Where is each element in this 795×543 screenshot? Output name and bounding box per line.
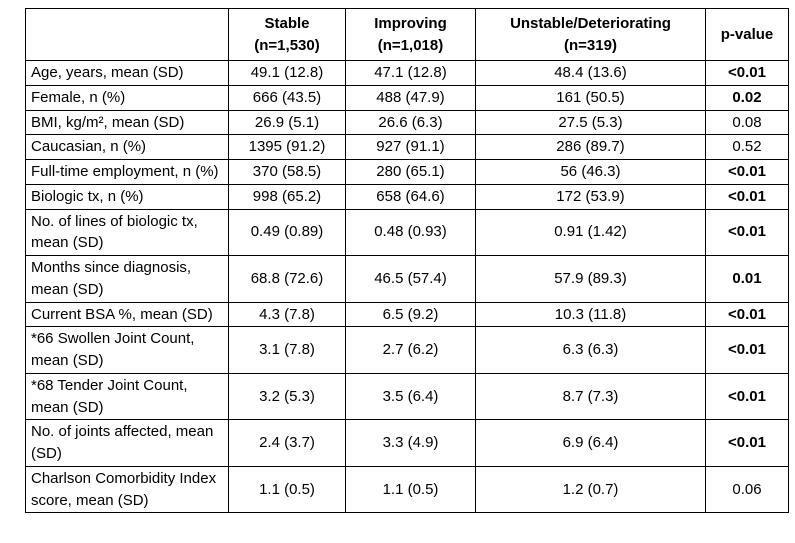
improving-value-cell: 1.1 (0.5): [345, 465, 476, 514]
improving-value-cell: 3.3 (4.9): [345, 419, 476, 467]
p-value-cell: <0.01: [705, 419, 789, 467]
col-header-pvalue: p-value: [705, 8, 789, 61]
table-row: Caucasian, n (%) 1395 (91.2) 927 (91.1) 286…: [25, 134, 789, 160]
improving-value-cell: 280 (65.1): [345, 159, 476, 185]
p-value-cell: 0.52: [705, 134, 789, 160]
table-row: Full-time employment, n (%) 370 (58.5) 280…: [25, 159, 789, 185]
row-label-cell: Female, n (%): [25, 84, 229, 111]
table-row: Age, years, mean (SD) 49.1 (12.8) 47.1 (12…: [25, 60, 789, 86]
p-value-cell: <0.01: [705, 372, 789, 421]
unstable-value-cell: 10.3 (11.8): [475, 301, 706, 328]
row-label-cell: No. of lines of biologic tx, mean (SD): [25, 208, 229, 256]
stable-value-cell: 1.1 (0.5): [228, 465, 346, 514]
stable-value-cell: 4.3 (7.8): [228, 301, 346, 328]
improving-value-cell: 46.5 (57.4): [345, 255, 476, 303]
p-value-cell: <0.01: [705, 208, 789, 256]
table-row: *66 Swollen Joint Count, mean (SD) 3.1 (7…: [25, 326, 789, 374]
improving-value-cell: 2.7 (6.2): [345, 326, 476, 374]
unstable-value-cell: 161 (50.5): [475, 84, 706, 111]
improving-value-cell: 658 (64.6): [345, 183, 476, 210]
col-header-improving: Improving (n=1,018): [345, 8, 476, 61]
unstable-value-cell: 56 (46.3): [475, 159, 706, 185]
stable-value-cell: 0.49 (0.89): [228, 208, 346, 256]
improving-value-cell: 47.1 (12.8): [345, 60, 476, 86]
corner-cell: [25, 8, 229, 61]
table-row: Months since diagnosis, mean (SD) 68.8 (7…: [25, 255, 789, 303]
col-header-unstable: Unstable/Deteriorating (n=319): [475, 8, 706, 61]
unstable-value-cell: 57.9 (89.3): [475, 255, 706, 303]
header-row: Stable (n=1,530) Improving (n=1,018) Uns…: [25, 8, 789, 61]
col-header-improving-n: (n=1,018): [377, 36, 444, 54]
p-value-cell: <0.01: [705, 326, 789, 374]
p-value-cell: 0.08: [705, 109, 789, 136]
unstable-value-cell: 0.91 (1.42): [475, 208, 706, 256]
p-value-cell: <0.01: [705, 60, 789, 86]
improving-value-cell: 927 (91.1): [345, 134, 476, 160]
stable-value-cell: 26.9 (5.1): [228, 109, 346, 136]
unstable-value-cell: 6.9 (6.4): [475, 419, 706, 467]
improving-value-cell: 488 (47.9): [345, 84, 476, 111]
table-row: No. of lines of biologic tx, mean (SD) 0.…: [25, 208, 789, 256]
col-header-stable-n: (n=1,530): [254, 36, 320, 54]
table-row: No. of joints affected, mean (SD) 2.4 (3.…: [25, 419, 789, 467]
row-label-cell: *68 Tender Joint Count, mean (SD): [25, 372, 229, 421]
row-label-cell: Biologic tx, n (%): [25, 183, 229, 210]
col-header-pvalue-title: p-value: [720, 25, 774, 43]
unstable-value-cell: 27.5 (5.3): [475, 109, 706, 136]
unstable-value-cell: 48.4 (13.6): [475, 60, 706, 86]
unstable-value-cell: 286 (89.7): [475, 134, 706, 160]
improving-value-cell: 6.5 (9.2): [345, 301, 476, 328]
stable-value-cell: 2.4 (3.7): [228, 419, 346, 467]
p-value-cell: 0.01: [705, 255, 789, 303]
row-label-cell: Months since diagnosis, mean (SD): [25, 255, 229, 303]
table-header: Stable (n=1,530) Improving (n=1,018) Uns…: [25, 8, 789, 61]
improving-value-cell: 0.48 (0.93): [345, 208, 476, 256]
table-row: Current BSA %, mean (SD) 4.3 (7.8) 6.5 (9.…: [25, 301, 789, 328]
stable-value-cell: 68.8 (72.6): [228, 255, 346, 303]
row-label-cell: Current BSA %, mean (SD): [25, 301, 229, 328]
unstable-value-cell: 6.3 (6.3): [475, 326, 706, 374]
table-row: BMI, kg/m², mean (SD) 26.9 (5.1) 26.6 (6.3…: [25, 109, 789, 136]
table-body: Age, years, mean (SD) 49.1 (12.8) 47.1 (12…: [25, 60, 789, 514]
row-label-cell: Caucasian, n (%): [25, 134, 229, 160]
table-row: *68 Tender Joint Count, mean (SD) 3.2 (5.…: [25, 372, 789, 421]
row-label-cell: BMI, kg/m², mean (SD): [25, 109, 229, 136]
improving-value-cell: 3.5 (6.4): [345, 372, 476, 421]
stable-value-cell: 1395 (91.2): [228, 134, 346, 160]
p-value-cell: <0.01: [705, 159, 789, 185]
stable-value-cell: 3.2 (5.3): [228, 372, 346, 421]
stable-value-cell: 3.1 (7.8): [228, 326, 346, 374]
improving-value-cell: 26.6 (6.3): [345, 109, 476, 136]
stable-value-cell: 998 (65.2): [228, 183, 346, 210]
col-header-unstable-n: (n=319): [564, 36, 617, 54]
table-row: Charlson Comorbidity Index score, mean (…: [25, 465, 789, 514]
unstable-value-cell: 172 (53.9): [475, 183, 706, 210]
col-header-stable: Stable (n=1,530): [228, 8, 346, 61]
table-figure: Stable (n=1,530) Improving (n=1,018) Uns…: [25, 8, 789, 514]
col-header-stable-title: Stable: [264, 14, 310, 32]
row-label-cell: Age, years, mean (SD): [25, 60, 229, 86]
p-value-cell: <0.01: [705, 183, 789, 210]
table-row: Female, n (%) 666 (43.5) 488 (47.9) 161 (50…: [25, 84, 789, 111]
row-label-cell: *66 Swollen Joint Count, mean (SD): [25, 326, 229, 374]
baseline-characteristics-table: Stable (n=1,530) Improving (n=1,018) Uns…: [25, 8, 789, 514]
row-label-cell: No. of joints affected, mean (SD): [25, 419, 229, 467]
unstable-value-cell: 8.7 (7.3): [475, 372, 706, 421]
row-label-cell: Charlson Comorbidity Index score, mean (…: [25, 465, 229, 514]
col-header-improving-title: Improving: [374, 14, 447, 32]
p-value-cell: <0.01: [705, 301, 789, 328]
p-value-cell: 0.06: [705, 465, 789, 514]
stable-value-cell: 666 (43.5): [228, 84, 346, 111]
stable-value-cell: 49.1 (12.8): [228, 60, 346, 86]
col-header-unstable-title: Unstable/Deteriorating: [510, 14, 671, 32]
table-row: Biologic tx, n (%) 998 (65.2) 658 (64.6) 17…: [25, 183, 789, 210]
stable-value-cell: 370 (58.5): [228, 159, 346, 185]
unstable-value-cell: 1.2 (0.7): [475, 465, 706, 514]
p-value-cell: 0.02: [705, 84, 789, 111]
row-label-cell: Full-time employment, n (%): [25, 159, 229, 185]
